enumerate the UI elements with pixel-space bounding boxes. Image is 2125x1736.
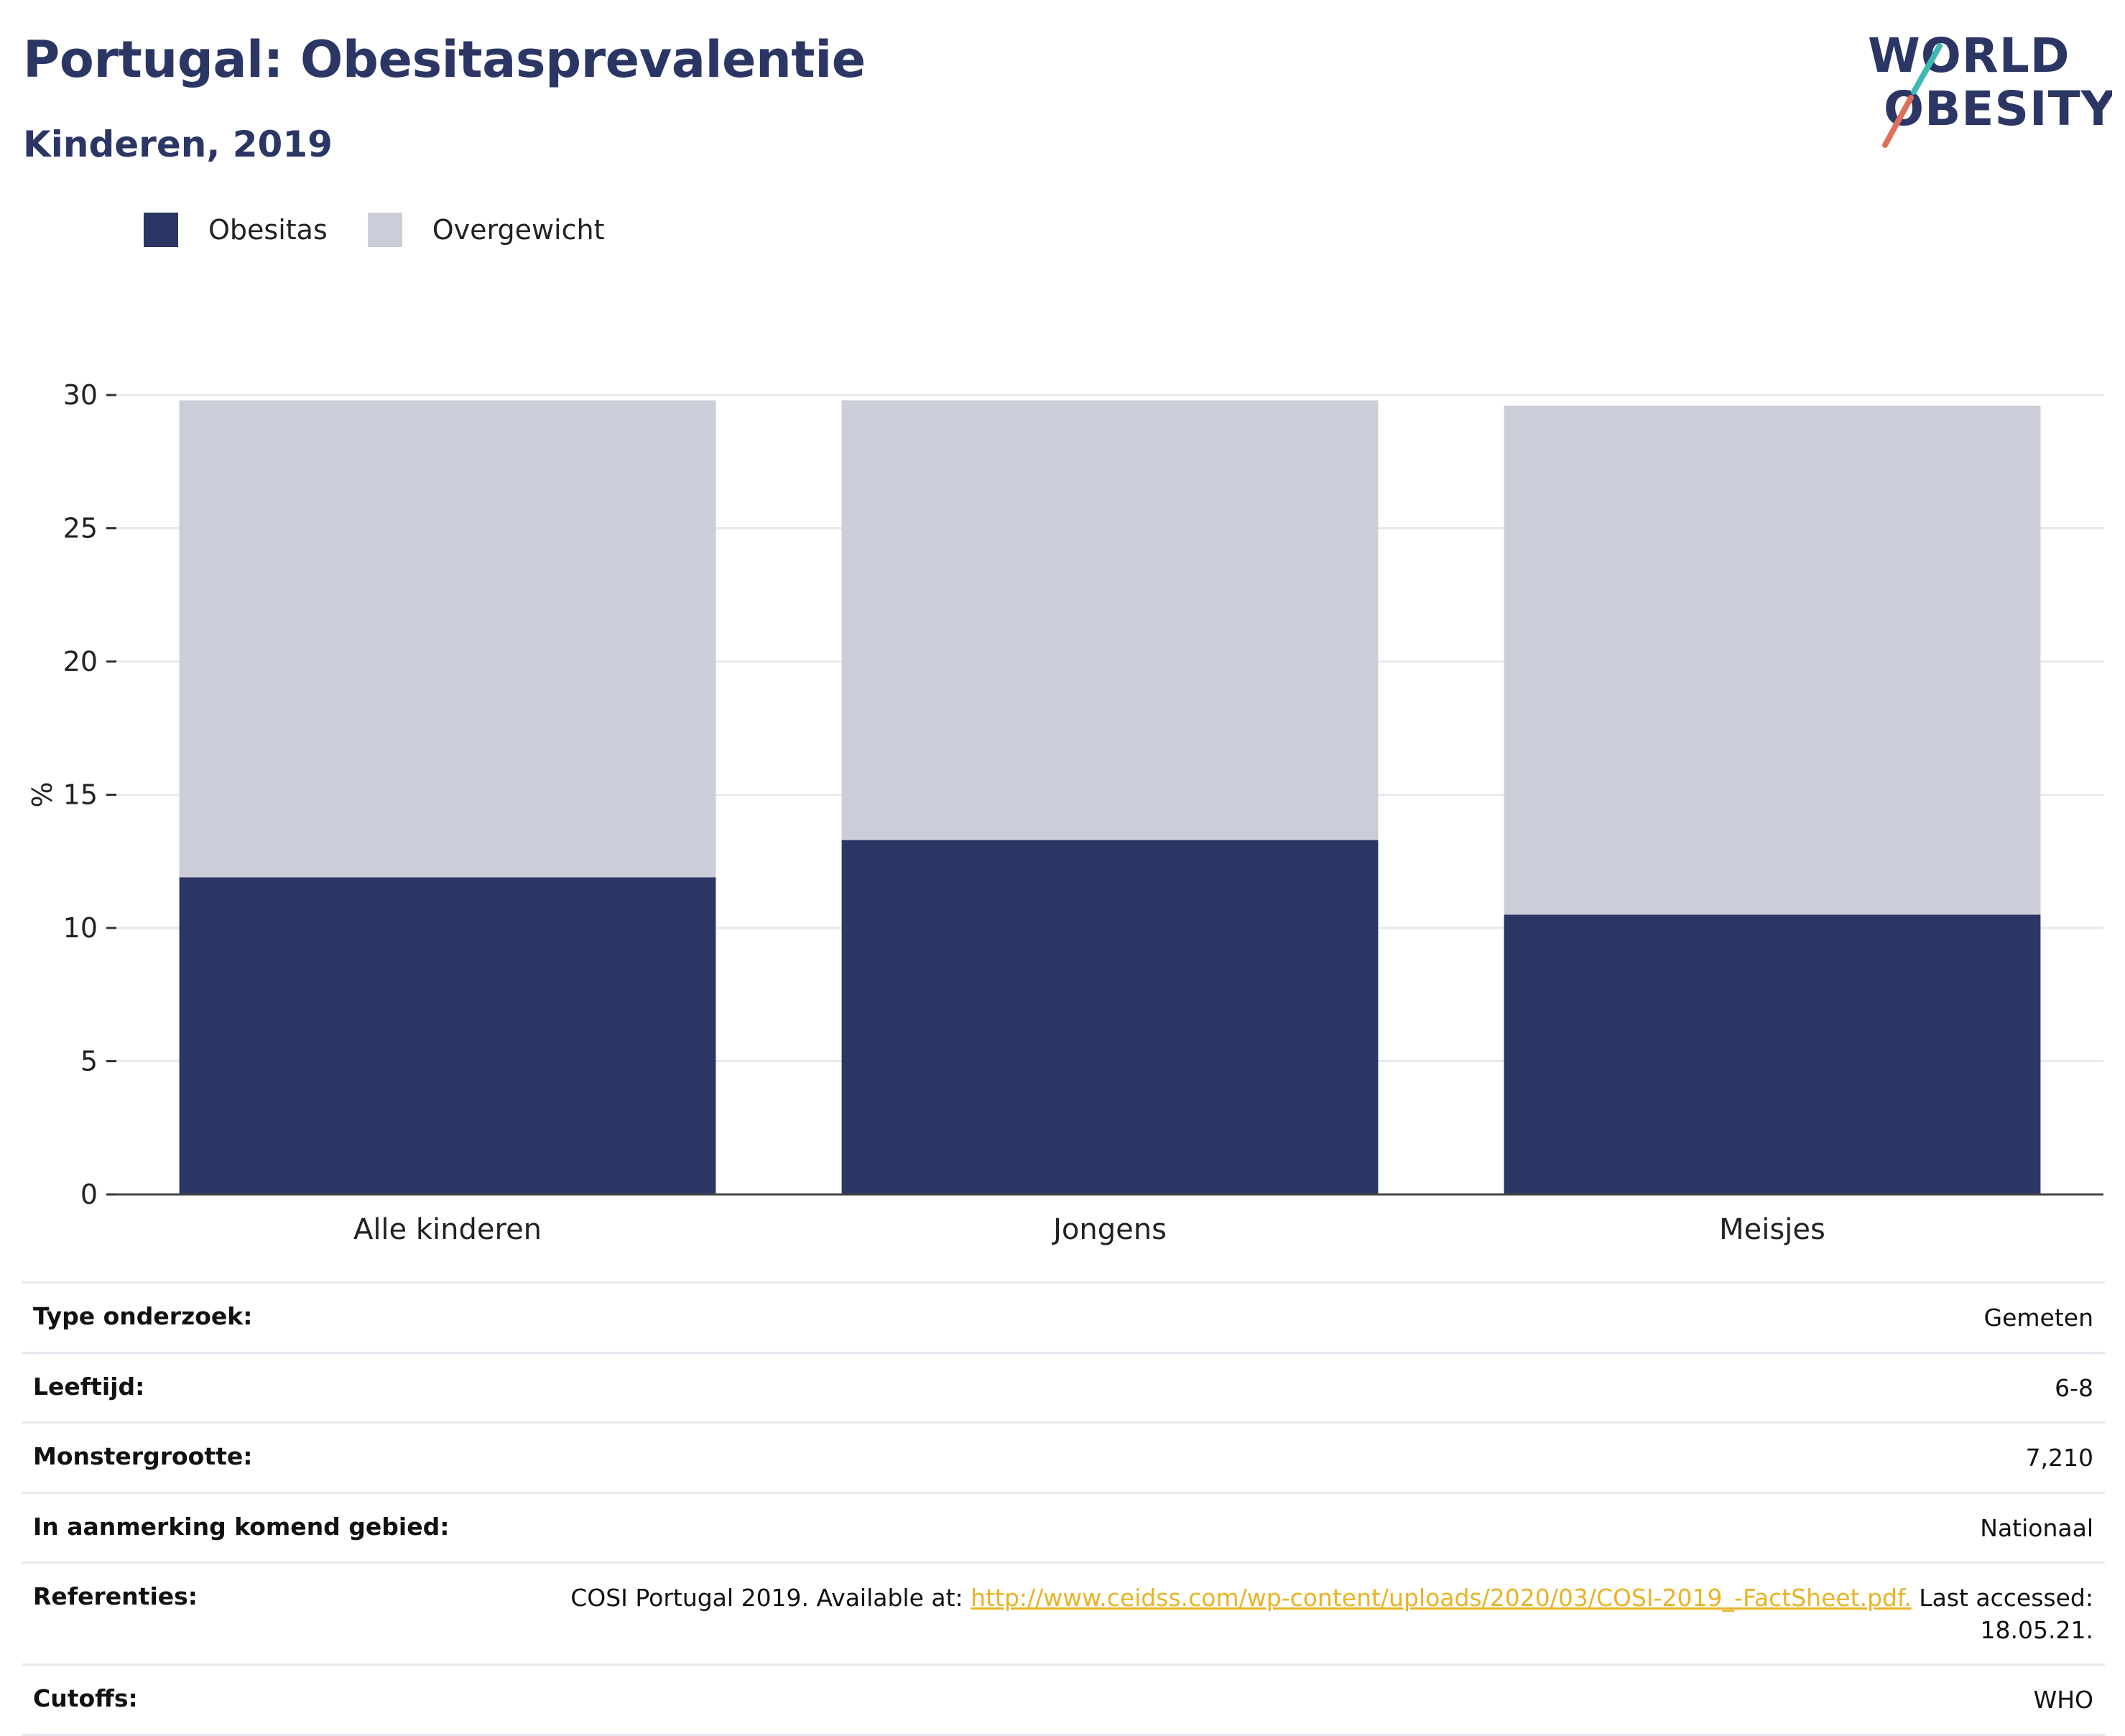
- legend-swatch-overgewicht: [367, 213, 402, 247]
- x-category-label: Meisjes: [1719, 1213, 1825, 1246]
- legend-item-overgewicht: Overgewicht: [367, 213, 605, 247]
- info-value: COSI Portugal 2019. Available at: http:/…: [477, 1582, 2093, 1646]
- legend-label-obesitas: Obesitas: [208, 214, 328, 246]
- bar-overgewicht-jongens: [841, 400, 1379, 840]
- y-axis-title: %: [27, 781, 58, 807]
- info-label: Cutoffs:: [33, 1684, 138, 1713]
- bar-obesitas-meisjes: [1504, 914, 2041, 1194]
- x-category-label: Alle kinderen: [353, 1213, 542, 1246]
- reference-prefix: COSI Portugal 2019. Available at:: [570, 1584, 971, 1612]
- info-row-cutoffs: Cutoffs: WHO: [22, 1663, 2105, 1736]
- logo-line-obesity: OBESITY: [1884, 81, 2112, 136]
- info-label: Leeftijd:: [33, 1372, 145, 1401]
- y-tick-label: 0: [80, 1179, 98, 1210]
- info-label: In aanmerking komend gebied:: [33, 1512, 450, 1541]
- info-row-type-onderzoek: Type onderzoek: Gemeten: [22, 1281, 2105, 1352]
- y-tick-label: 30: [63, 379, 98, 411]
- bar-obesitas-jongens: [841, 840, 1379, 1194]
- chart-legend: Obesitas Overgewicht: [144, 213, 645, 247]
- info-row-leeftijd: Leeftijd: 6-8: [22, 1351, 2105, 1422]
- info-label: Monstergrootte:: [33, 1442, 253, 1471]
- logo-line-world: WORLD: [1868, 28, 2070, 83]
- info-row-gebied: In aanmerking komend gebied: Nationaal: [22, 1491, 2105, 1562]
- page-subtitle: Kinderen, 2019: [23, 124, 333, 165]
- info-value: Nationaal: [1980, 1513, 2093, 1542]
- info-value: 7,210: [2025, 1444, 2093, 1472]
- info-label: Type onderzoek:: [33, 1302, 253, 1330]
- y-tick-label: 25: [63, 513, 98, 544]
- info-table: Type onderzoek: Gemeten Leeftijd: 6-8 Mo…: [22, 1281, 2105, 1736]
- logo-slash-teal: [1911, 43, 1943, 95]
- info-value: 6-8: [2055, 1373, 2093, 1402]
- reference-suffix: Last accessed: 18.05.21.: [1911, 1584, 2093, 1644]
- stacked-bar-chart: 0 5 10 15 20 25 30% Alle kinderen Jongens Meisjes: [27, 379, 2103, 1246]
- legend-swatch-obesitas: [144, 213, 178, 247]
- info-label: Referenties:: [33, 1582, 198, 1611]
- legend-item-obesitas: Obesitas: [144, 213, 328, 247]
- legend-label-overgewicht: Overgewicht: [432, 214, 605, 246]
- page-title: Portugal: Obesitasprevalentie: [23, 30, 866, 89]
- logo-slash-coral: [1882, 95, 1914, 148]
- world-obesity-logo: WORLD OBESITY: [1868, 28, 2112, 148]
- reference-link[interactable]: http://www.ceidss.com/wp-content/uploads…: [971, 1584, 1912, 1612]
- info-row-referenties: Referenties: COSI Portugal 2019. Availab…: [22, 1561, 2105, 1663]
- y-tick-label: 20: [63, 646, 98, 677]
- info-value: WHO: [2033, 1686, 2093, 1714]
- y-tick-label: 15: [63, 779, 98, 811]
- y-tick-label: 10: [63, 912, 98, 944]
- bar-obesitas-alle-kinderen: [179, 877, 716, 1194]
- info-value: Gemeten: [1983, 1304, 2093, 1332]
- x-category-label: Jongens: [1051, 1213, 1167, 1246]
- bar-overgewicht-meisjes: [1504, 405, 2041, 915]
- info-row-monstergrootte: Monstergrootte: 7,210: [22, 1421, 2105, 1492]
- bar-overgewicht-alle-kinderen: [179, 400, 716, 878]
- y-tick-label: 5: [80, 1046, 98, 1077]
